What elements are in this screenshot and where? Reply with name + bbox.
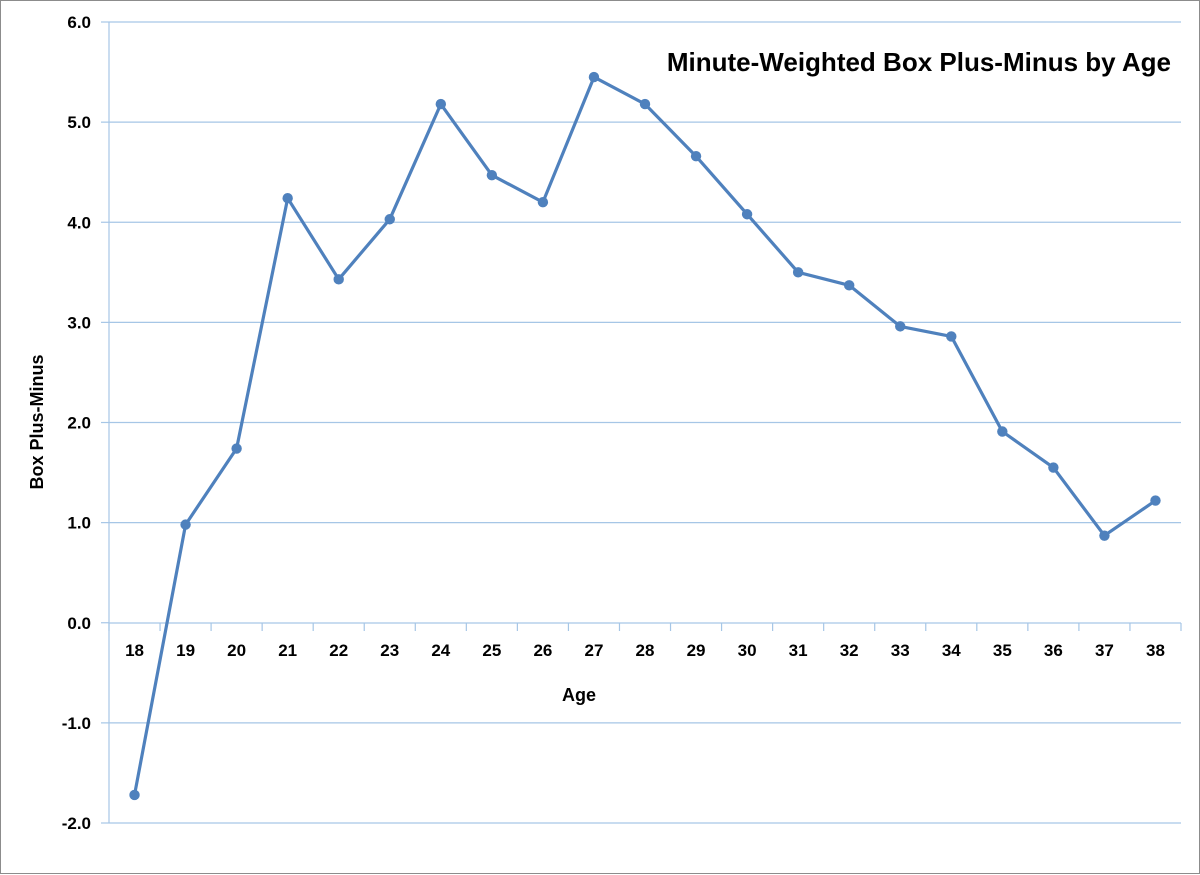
data-point bbox=[231, 443, 242, 454]
chart-title: Minute-Weighted Box Plus-Minus by Age bbox=[667, 47, 1171, 77]
y-tick-label: 0.0 bbox=[67, 614, 91, 633]
data-point bbox=[997, 426, 1008, 437]
x-tick-label: 21 bbox=[278, 641, 297, 660]
x-tick-label: 36 bbox=[1044, 641, 1063, 660]
x-tick-label: 27 bbox=[584, 641, 603, 660]
x-tick-label: 32 bbox=[840, 641, 859, 660]
x-tick-label: 24 bbox=[431, 641, 450, 660]
data-point bbox=[843, 280, 855, 291]
data-point bbox=[690, 150, 702, 162]
data-point bbox=[946, 331, 957, 342]
x-tick-label: 26 bbox=[533, 641, 552, 660]
data-point bbox=[1048, 462, 1059, 473]
x-tick-label: 20 bbox=[227, 641, 246, 660]
x-tick-label: 37 bbox=[1095, 641, 1114, 660]
y-axis-label: Box Plus-Minus bbox=[27, 354, 47, 489]
y-tick-label: -2.0 bbox=[62, 814, 91, 833]
data-point bbox=[384, 214, 395, 225]
x-tick-label: 29 bbox=[687, 641, 706, 660]
x-tick-labels: 18 19 20 21 22 23 24 25 26 27 28 29 30 31 32 33 34 35 36 37… bbox=[125, 641, 1165, 660]
axes bbox=[108, 22, 1182, 823]
data-point bbox=[792, 267, 804, 278]
x-tick-label: 34 bbox=[942, 641, 961, 660]
data-series bbox=[129, 71, 1161, 801]
x-tick-label: 33 bbox=[891, 641, 910, 660]
x-tick-label: 30 bbox=[738, 641, 757, 660]
y-tick-label: 3.0 bbox=[67, 313, 91, 332]
y-tick-label: 5.0 bbox=[67, 113, 91, 132]
data-point bbox=[435, 98, 447, 110]
y-tick-label: 4.0 bbox=[67, 213, 91, 232]
x-tick-label: 18 bbox=[125, 641, 144, 660]
x-tick-label: 22 bbox=[329, 641, 348, 660]
y-tick-label: 1.0 bbox=[67, 514, 91, 533]
y-tick-label: 2.0 bbox=[67, 414, 91, 433]
x-tick-label: 28 bbox=[636, 641, 655, 660]
x-tick-label: 23 bbox=[380, 641, 399, 660]
data-point bbox=[282, 193, 293, 204]
data-point bbox=[1099, 530, 1110, 541]
data-point bbox=[180, 519, 191, 530]
data-point bbox=[537, 197, 549, 208]
x-tick-label: 25 bbox=[482, 641, 501, 660]
x-axis-label: Age bbox=[562, 685, 596, 705]
data-point bbox=[741, 209, 753, 220]
x-tick-label: 38 bbox=[1146, 641, 1165, 660]
y-tick-label: -1.0 bbox=[62, 714, 91, 733]
y-tick-label: 6.0 bbox=[67, 13, 91, 32]
data-point bbox=[588, 71, 600, 83]
y-tick-labels: -2.0 -1.0 0.0 1.0 2.0 3.0 4.0 5.0 6.0 bbox=[62, 13, 91, 833]
data-point bbox=[639, 98, 651, 110]
data-point bbox=[1150, 495, 1161, 506]
x-tick-label: 19 bbox=[176, 641, 195, 660]
data-point bbox=[129, 789, 140, 801]
data-point bbox=[895, 321, 906, 332]
gridlines bbox=[101, 21, 1181, 824]
x-tick-label: 35 bbox=[993, 641, 1012, 660]
data-point bbox=[333, 274, 344, 285]
data-point bbox=[486, 169, 498, 181]
x-tick-label: 31 bbox=[789, 641, 808, 660]
